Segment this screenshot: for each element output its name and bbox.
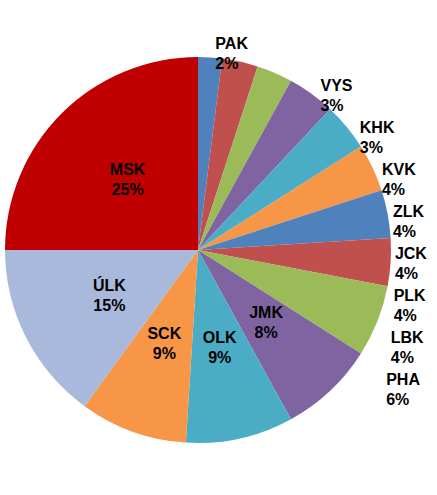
svg-text:MSK: MSK	[110, 161, 146, 178]
svg-text:2%: 2%	[215, 55, 238, 72]
svg-text:LBK: LBK	[391, 329, 424, 346]
svg-text:VYS: VYS	[320, 77, 352, 94]
svg-text:PLK: PLK	[394, 287, 426, 304]
svg-text:3%: 3%	[320, 97, 343, 114]
svg-text:PHA: PHA	[386, 371, 420, 388]
svg-text:6%: 6%	[386, 391, 409, 408]
svg-text:3%: 3%	[360, 139, 383, 156]
svg-text:9%: 9%	[208, 349, 231, 366]
svg-text:8%: 8%	[255, 324, 278, 341]
svg-text:4%: 4%	[394, 307, 417, 324]
svg-text:4%: 4%	[382, 181, 405, 198]
svg-text:ÚLK: ÚLK	[93, 276, 126, 294]
svg-text:4%: 4%	[395, 265, 418, 282]
svg-text:4%: 4%	[393, 223, 416, 240]
svg-text:JMK: JMK	[249, 304, 283, 321]
svg-text:ZLK: ZLK	[393, 203, 425, 220]
svg-text:9%: 9%	[153, 345, 176, 362]
svg-text:25%: 25%	[112, 181, 144, 198]
svg-text:SCK: SCK	[147, 325, 181, 342]
svg-text:15%: 15%	[93, 297, 125, 314]
svg-text:OLK: OLK	[203, 329, 237, 346]
svg-text:KVK: KVK	[382, 161, 416, 178]
svg-text:4%: 4%	[391, 349, 414, 366]
svg-text:KHK: KHK	[360, 119, 395, 136]
svg-text:JCK: JCK	[395, 245, 427, 262]
svg-text:PAK: PAK	[215, 35, 248, 52]
